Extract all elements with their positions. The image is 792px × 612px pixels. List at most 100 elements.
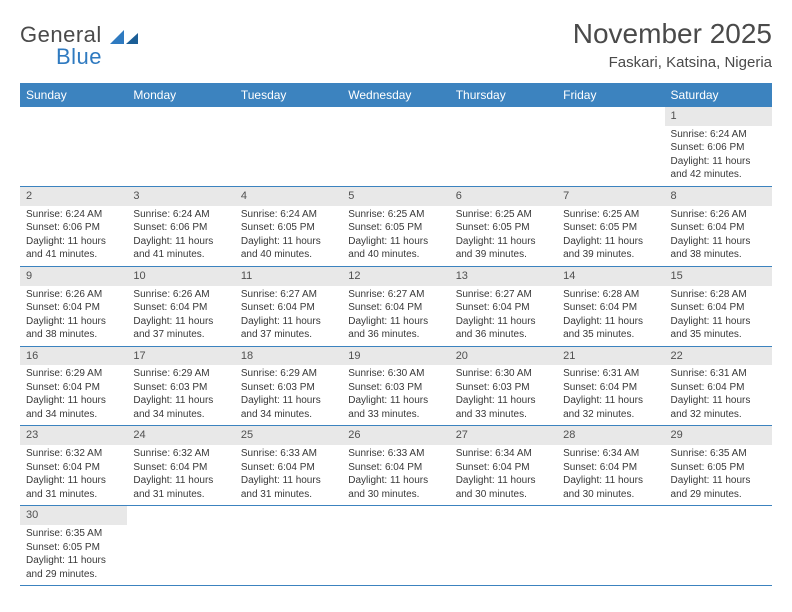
daylight-text: Daylight: 11 hours and 38 minutes. (26, 315, 121, 342)
sunset-text: Sunset: 6:04 PM (348, 301, 443, 315)
sunrise-text: Sunrise: 6:26 AM (26, 288, 121, 302)
day-body: Sunrise: 6:29 AMSunset: 6:03 PMDaylight:… (127, 365, 234, 425)
daylight-text: Daylight: 11 hours and 34 minutes. (26, 394, 121, 421)
calendar-day-cell: 3Sunrise: 6:24 AMSunset: 6:06 PMDaylight… (127, 186, 234, 266)
page-header: General Blue November 2025 Faskari, Kats… (20, 18, 772, 71)
weekday-header: Thursday (450, 83, 557, 107)
sunrise-text: Sunrise: 6:35 AM (26, 527, 121, 541)
sunrise-text: Sunrise: 6:31 AM (671, 367, 766, 381)
day-number: 5 (342, 187, 449, 206)
day-body: Sunrise: 6:30 AMSunset: 6:03 PMDaylight:… (450, 365, 557, 425)
sunset-text: Sunset: 6:06 PM (133, 221, 228, 235)
day-body: Sunrise: 6:26 AMSunset: 6:04 PMDaylight:… (20, 286, 127, 346)
day-body: Sunrise: 6:31 AMSunset: 6:04 PMDaylight:… (557, 365, 664, 425)
calendar-empty-cell (557, 107, 664, 186)
weekday-header: Friday (557, 83, 664, 107)
sunset-text: Sunset: 6:04 PM (563, 381, 658, 395)
calendar-empty-cell (342, 506, 449, 586)
day-number: 14 (557, 267, 664, 286)
calendar-week-row: 9Sunrise: 6:26 AMSunset: 6:04 PMDaylight… (20, 266, 772, 346)
sunrise-text: Sunrise: 6:33 AM (241, 447, 336, 461)
day-number: 26 (342, 426, 449, 445)
sunrise-text: Sunrise: 6:30 AM (456, 367, 551, 381)
sunrise-text: Sunrise: 6:28 AM (563, 288, 658, 302)
day-number: 28 (557, 426, 664, 445)
daylight-text: Daylight: 11 hours and 31 minutes. (26, 474, 121, 501)
day-number: 18 (235, 347, 342, 366)
day-number: 17 (127, 347, 234, 366)
day-number: 16 (20, 347, 127, 366)
daylight-text: Daylight: 11 hours and 35 minutes. (671, 315, 766, 342)
sunrise-text: Sunrise: 6:33 AM (348, 447, 443, 461)
sunrise-text: Sunrise: 6:32 AM (26, 447, 121, 461)
sunset-text: Sunset: 6:03 PM (348, 381, 443, 395)
calendar-empty-cell (450, 506, 557, 586)
day-body: Sunrise: 6:33 AMSunset: 6:04 PMDaylight:… (235, 445, 342, 505)
day-number: 27 (450, 426, 557, 445)
calendar-week-row: 23Sunrise: 6:32 AMSunset: 6:04 PMDayligh… (20, 426, 772, 506)
calendar-day-cell: 1Sunrise: 6:24 AMSunset: 6:06 PMDaylight… (665, 107, 772, 186)
daylight-text: Daylight: 11 hours and 36 minutes. (456, 315, 551, 342)
calendar-day-cell: 28Sunrise: 6:34 AMSunset: 6:04 PMDayligh… (557, 426, 664, 506)
sunrise-text: Sunrise: 6:25 AM (348, 208, 443, 222)
day-body: Sunrise: 6:32 AMSunset: 6:04 PMDaylight:… (20, 445, 127, 505)
day-body: Sunrise: 6:26 AMSunset: 6:04 PMDaylight:… (665, 206, 772, 266)
day-number: 1 (665, 107, 772, 126)
day-number: 23 (20, 426, 127, 445)
weekday-header: Wednesday (342, 83, 449, 107)
weekday-header: Monday (127, 83, 234, 107)
day-number: 8 (665, 187, 772, 206)
sunrise-text: Sunrise: 6:29 AM (26, 367, 121, 381)
daylight-text: Daylight: 11 hours and 31 minutes. (241, 474, 336, 501)
sunrise-text: Sunrise: 6:32 AM (133, 447, 228, 461)
day-body: Sunrise: 6:29 AMSunset: 6:03 PMDaylight:… (235, 365, 342, 425)
day-number: 15 (665, 267, 772, 286)
sunrise-text: Sunrise: 6:25 AM (456, 208, 551, 222)
sunset-text: Sunset: 6:04 PM (456, 301, 551, 315)
sunrise-text: Sunrise: 6:26 AM (133, 288, 228, 302)
location-text: Faskari, Katsina, Nigeria (573, 54, 772, 71)
sunset-text: Sunset: 6:04 PM (26, 461, 121, 475)
calendar-empty-cell (235, 107, 342, 186)
calendar-empty-cell (450, 107, 557, 186)
day-body: Sunrise: 6:25 AMSunset: 6:05 PMDaylight:… (557, 206, 664, 266)
sunset-text: Sunset: 6:04 PM (348, 461, 443, 475)
daylight-text: Daylight: 11 hours and 37 minutes. (133, 315, 228, 342)
calendar-empty-cell (557, 506, 664, 586)
sunrise-text: Sunrise: 6:26 AM (671, 208, 766, 222)
weekday-header: Saturday (665, 83, 772, 107)
calendar-header-row: SundayMondayTuesdayWednesdayThursdayFrid… (20, 83, 772, 107)
sunrise-text: Sunrise: 6:34 AM (563, 447, 658, 461)
day-body: Sunrise: 6:24 AMSunset: 6:06 PMDaylight:… (20, 206, 127, 266)
daylight-text: Daylight: 11 hours and 34 minutes. (133, 394, 228, 421)
calendar-day-cell: 24Sunrise: 6:32 AMSunset: 6:04 PMDayligh… (127, 426, 234, 506)
daylight-text: Daylight: 11 hours and 33 minutes. (348, 394, 443, 421)
calendar-day-cell: 17Sunrise: 6:29 AMSunset: 6:03 PMDayligh… (127, 346, 234, 426)
month-title: November 2025 (573, 18, 772, 50)
sunrise-text: Sunrise: 6:24 AM (133, 208, 228, 222)
daylight-text: Daylight: 11 hours and 35 minutes. (563, 315, 658, 342)
day-number: 24 (127, 426, 234, 445)
calendar-empty-cell (20, 107, 127, 186)
calendar-day-cell: 10Sunrise: 6:26 AMSunset: 6:04 PMDayligh… (127, 266, 234, 346)
daylight-text: Daylight: 11 hours and 29 minutes. (671, 474, 766, 501)
calendar-day-cell: 14Sunrise: 6:28 AMSunset: 6:04 PMDayligh… (557, 266, 664, 346)
calendar-body: 1Sunrise: 6:24 AMSunset: 6:06 PMDaylight… (20, 107, 772, 586)
day-number: 10 (127, 267, 234, 286)
calendar-empty-cell (665, 506, 772, 586)
day-body: Sunrise: 6:27 AMSunset: 6:04 PMDaylight:… (235, 286, 342, 346)
daylight-text: Daylight: 11 hours and 39 minutes. (456, 235, 551, 262)
day-number: 29 (665, 426, 772, 445)
sunset-text: Sunset: 6:05 PM (26, 541, 121, 555)
day-body: Sunrise: 6:33 AMSunset: 6:04 PMDaylight:… (342, 445, 449, 505)
sunrise-text: Sunrise: 6:27 AM (241, 288, 336, 302)
title-block: November 2025 Faskari, Katsina, Nigeria (573, 18, 772, 71)
daylight-text: Daylight: 11 hours and 29 minutes. (26, 554, 121, 581)
day-number: 22 (665, 347, 772, 366)
day-number: 30 (20, 506, 127, 525)
calendar-day-cell: 9Sunrise: 6:26 AMSunset: 6:04 PMDaylight… (20, 266, 127, 346)
calendar-day-cell: 20Sunrise: 6:30 AMSunset: 6:03 PMDayligh… (450, 346, 557, 426)
day-body: Sunrise: 6:25 AMSunset: 6:05 PMDaylight:… (450, 206, 557, 266)
sunrise-text: Sunrise: 6:34 AM (456, 447, 551, 461)
sunset-text: Sunset: 6:04 PM (671, 381, 766, 395)
